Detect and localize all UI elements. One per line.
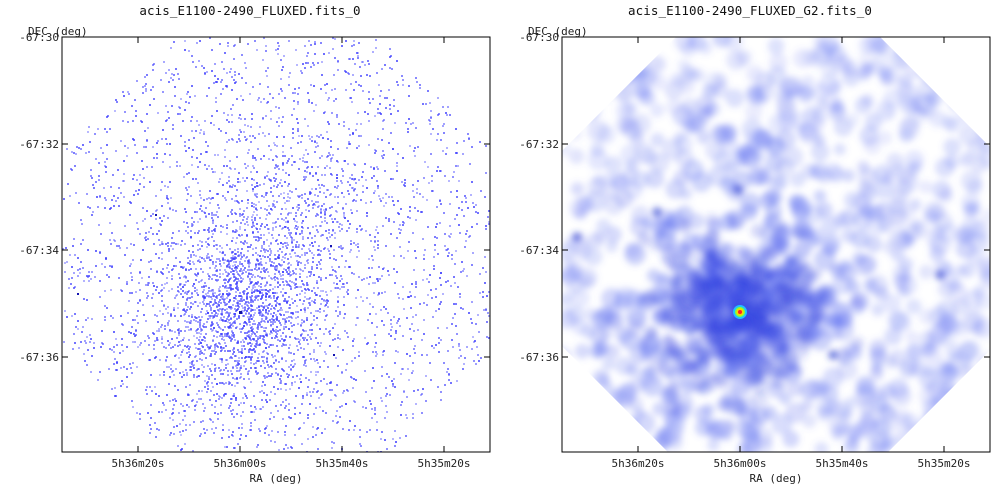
x-tick-label: 5h36m00s <box>714 457 767 470</box>
y-axis-label: DEC (deg) <box>528 25 588 38</box>
x-tick-label: 5h35m20s <box>418 457 471 470</box>
image-pixels <box>562 37 990 452</box>
panel-title: acis_E1100-2490_FLUXED.fits_0 <box>139 3 361 18</box>
plot-frame <box>61 36 491 453</box>
left-image-plot[interactable]: -67:30 -67:32 -67:34 -67:36 5h36m20s 5h36m00s… <box>0 0 500 494</box>
image-pixels <box>62 37 490 452</box>
y-axis-label: DEC (deg) <box>28 25 88 38</box>
y-tick-label: -67:30 <box>19 31 59 44</box>
x-axis-label: RA (deg) <box>250 472 303 485</box>
x-tick-label: 5h35m40s <box>316 457 369 470</box>
y-tick-label: -67:34 <box>19 244 59 257</box>
plot-frame <box>561 36 991 453</box>
right-image-plot[interactable]: -67:30 -67:32 -67:34 -67:36 5h36m20s 5h36m00s… <box>500 0 1000 494</box>
x-tick-label: 5h35m20s <box>918 457 971 470</box>
y-tick-label: -67:34 <box>519 244 559 257</box>
y-tick-label: -67:32 <box>19 138 59 151</box>
y-tick-label: -67:36 <box>519 351 559 364</box>
y-tick-label: -67:32 <box>519 138 559 151</box>
y-tick-label: -67:36 <box>19 351 59 364</box>
x-tick-label: 5h36m20s <box>112 457 165 470</box>
y-tick-label: -67:30 <box>519 31 559 44</box>
x-tick-label: 5h36m20s <box>612 457 665 470</box>
x-axis-label: RA (deg) <box>750 472 803 485</box>
panel-title: acis_E1100-2490_FLUXED_G2.fits_0 <box>627 3 873 18</box>
left-image-panel: acis_E1100-2490_FLUXED.fits_0 -67:30 -67:… <box>0 0 500 494</box>
right-image-panel: acis_E1100-2490_FLUXED_G2.fits_0 -67:30-… <box>500 0 1000 494</box>
x-tick-label: 5h36m00s <box>214 457 267 470</box>
x-tick-label: 5h35m40s <box>816 457 869 470</box>
